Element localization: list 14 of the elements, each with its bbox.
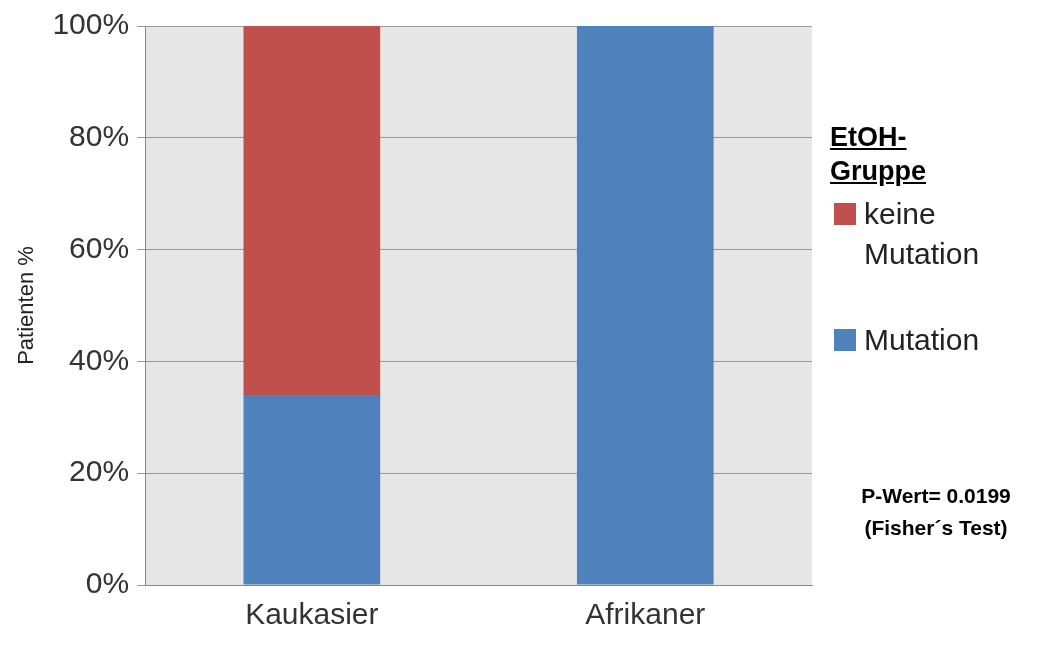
- x-tick-label: Afrikaner: [585, 597, 706, 631]
- y-tick-label: 0%: [85, 566, 130, 600]
- text: P-Wert= 0.0199: [860, 483, 1012, 509]
- text: (Fisher´s Test): [863, 515, 1009, 541]
- y-tick-label: 100%: [52, 7, 130, 41]
- y-axis-title: Patienten %: [13, 246, 39, 365]
- legend-title: EtOH-Gruppe: [830, 121, 927, 188]
- y-tick-label: 40%: [69, 342, 130, 376]
- y-tick-label: 20%: [69, 454, 130, 488]
- y-tick-label: 80%: [69, 119, 130, 153]
- legend-label: Mutation: [864, 322, 981, 358]
- legend-label: keine Mutation: [864, 196, 981, 272]
- y-tick-label: 60%: [69, 230, 130, 264]
- x-tick-label: Kaukasier: [245, 597, 379, 631]
